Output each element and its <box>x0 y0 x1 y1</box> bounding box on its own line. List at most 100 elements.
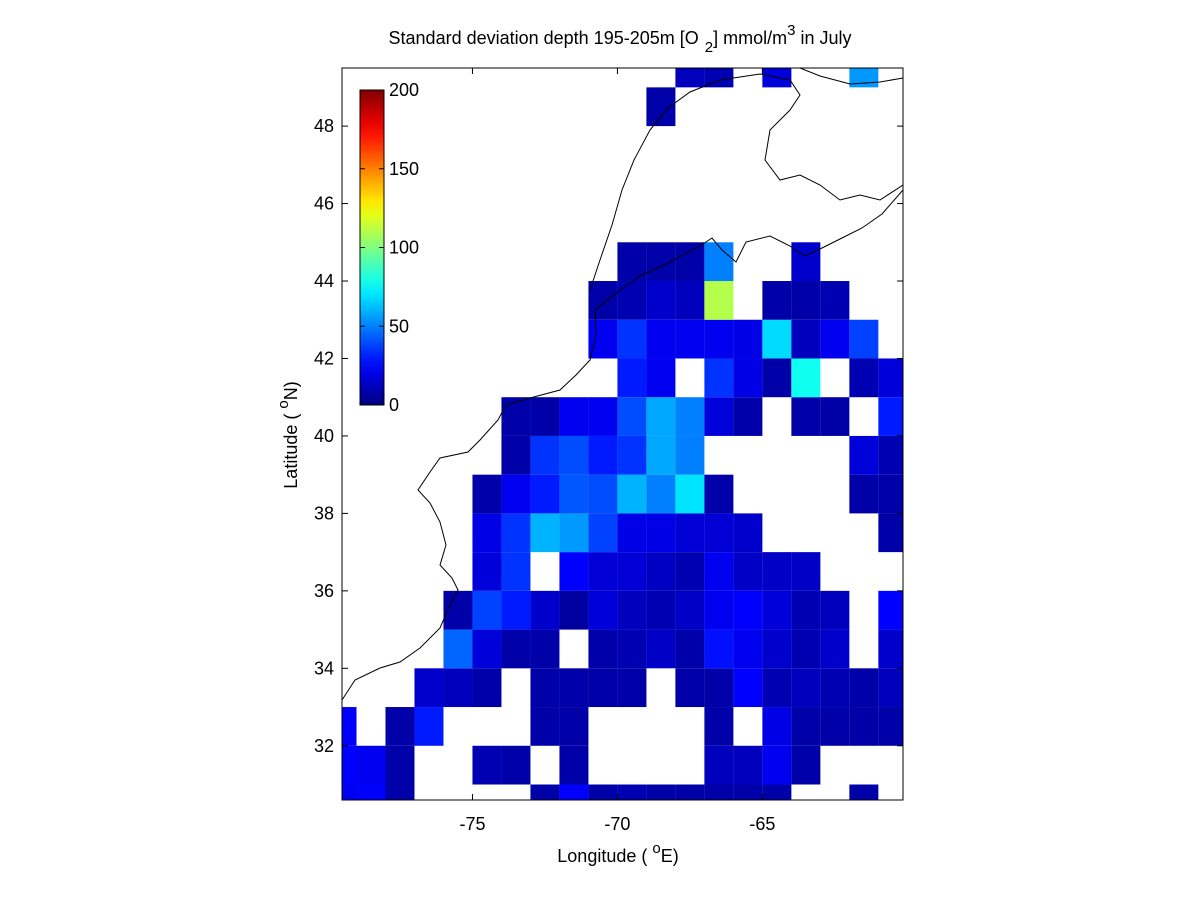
heatmap-cell <box>646 435 676 475</box>
heatmap-cell <box>704 474 734 514</box>
heatmap-cell <box>791 319 821 359</box>
heatmap-cell <box>675 242 705 282</box>
heatmap-cell <box>675 397 705 436</box>
coast <box>589 73 903 291</box>
heatmap-cell <box>675 281 705 320</box>
label-part: N) <box>281 381 301 400</box>
heatmap-cell <box>646 629 676 669</box>
heatmap-cell <box>820 590 850 630</box>
colorbar-tick-label: 50 <box>389 316 409 336</box>
heatmap-cell <box>733 397 763 436</box>
heatmap-cell <box>820 397 850 436</box>
heatmap-cell <box>733 358 763 398</box>
colorbar-tick-label: 150 <box>389 159 419 179</box>
y-tick-label: 44 <box>314 271 334 291</box>
heatmap-cells <box>342 68 903 800</box>
heatmap-cell <box>791 668 821 708</box>
heatmap-cell <box>849 319 879 359</box>
x-tick-label: -70 <box>604 814 630 834</box>
heatmap-cell <box>646 513 676 553</box>
heatmap-cell <box>530 707 560 746</box>
heatmap-cell <box>704 513 734 553</box>
heatmap-cell <box>588 435 618 475</box>
title-part: Standard deviation depth 195-205m [O <box>389 28 699 48</box>
heatmap-cell <box>472 745 502 785</box>
heatmap-cell <box>704 552 734 591</box>
heatmap-cell <box>501 435 531 475</box>
heatmap-cell <box>849 707 879 746</box>
heatmap-cell <box>472 668 502 708</box>
heatmap-cell <box>791 629 821 669</box>
title-part: in July <box>795 28 851 48</box>
heatmap-cell <box>878 474 903 514</box>
heatmap-cell <box>356 745 386 785</box>
heatmap-cell <box>530 668 560 708</box>
label-sup: o <box>275 400 292 408</box>
heatmap-cell <box>675 68 705 88</box>
heatmap-cell <box>559 474 589 514</box>
heatmap-cell <box>733 668 763 708</box>
y-tick-label: 32 <box>314 736 334 756</box>
colorbar-tick-label: 200 <box>389 80 419 100</box>
heatmap-cell <box>414 707 444 746</box>
heatmap-cell <box>617 242 647 282</box>
label-part: Longitude ( <box>557 846 652 866</box>
heatmap-cell <box>878 668 903 708</box>
heatmap-cell <box>588 319 618 359</box>
heatmap-cell <box>675 629 705 669</box>
y-tick-label: 42 <box>314 348 334 368</box>
heatmap-cell <box>617 784 647 800</box>
heatmap-cell <box>704 68 734 88</box>
heatmap-cell <box>646 397 676 436</box>
heatmap-cell <box>675 784 705 800</box>
heatmap-cell <box>443 668 473 708</box>
heatmap-cell <box>791 707 821 746</box>
heatmap-cell <box>675 319 705 359</box>
heatmap-cell <box>762 358 792 398</box>
heatmap-cell <box>617 552 647 591</box>
heatmap-cell <box>849 435 879 475</box>
heatmap-cell <box>530 435 560 475</box>
heatmap-cell <box>617 668 647 708</box>
heatmap-cell <box>675 474 705 514</box>
heatmap-cell <box>733 590 763 630</box>
heatmap-cell <box>791 590 821 630</box>
heatmap-cell <box>849 668 879 708</box>
heatmap-cell <box>733 745 763 785</box>
heatmap-cell <box>762 784 792 800</box>
heatmap-cell <box>733 784 763 800</box>
heatmap-cell <box>762 668 792 708</box>
heatmap-cell <box>791 242 821 282</box>
heatmap-cell <box>472 552 502 591</box>
heatmap-cell <box>588 281 618 320</box>
x-tick-label: -75 <box>459 814 485 834</box>
heatmap-cell <box>530 474 560 514</box>
heatmap-cell <box>342 784 357 800</box>
heatmap-cell <box>501 552 531 591</box>
y-tick-label: 48 <box>314 116 334 136</box>
heatmap-cell <box>704 707 734 746</box>
heatmap-cell <box>878 707 903 746</box>
heatmap-cell <box>675 668 705 708</box>
coastline <box>342 68 903 701</box>
label-part: E) <box>661 846 679 866</box>
heatmap-cell <box>704 281 734 320</box>
heatmap-cell <box>530 629 560 669</box>
heatmap-cell <box>385 745 415 785</box>
heatmap-cell <box>675 513 705 553</box>
heatmap-cell <box>704 242 734 282</box>
heatmap-cell <box>762 707 792 746</box>
heatmap-cell <box>675 552 705 591</box>
heatmap-cell <box>878 358 903 398</box>
heatmap-cell <box>617 319 647 359</box>
heatmap-cell <box>704 629 734 669</box>
heatmap-cell <box>762 281 792 320</box>
heatmap-cell <box>559 784 589 800</box>
heatmap-cell <box>646 358 676 398</box>
heatmap-cell <box>617 435 647 475</box>
heatmap-cell <box>501 397 531 436</box>
heatmap-cell <box>342 707 357 746</box>
plot-frame <box>341 67 904 801</box>
heatmap-cell <box>878 397 903 436</box>
